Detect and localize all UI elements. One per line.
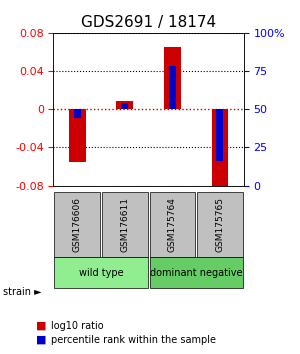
Text: ■: ■ (36, 335, 46, 345)
Text: log10 ratio: log10 ratio (51, 321, 104, 331)
Bar (69, 109, 85, 162)
Bar (216, 109, 224, 161)
Text: GSM175764: GSM175764 (168, 197, 177, 252)
Text: GSM176611: GSM176611 (120, 197, 129, 252)
Text: ■: ■ (36, 321, 46, 331)
Bar (121, 103, 128, 109)
Text: GSM176606: GSM176606 (73, 197, 82, 252)
Bar (74, 109, 81, 118)
Bar (164, 47, 181, 109)
Bar (212, 109, 228, 190)
Text: percentile rank within the sample: percentile rank within the sample (51, 335, 216, 345)
Text: dominant negative: dominant negative (150, 268, 242, 278)
FancyBboxPatch shape (54, 192, 100, 257)
FancyBboxPatch shape (102, 192, 148, 257)
Text: wild type: wild type (79, 268, 123, 278)
Text: GSM175765: GSM175765 (215, 197, 224, 252)
FancyBboxPatch shape (197, 192, 243, 257)
Title: GDS2691 / 18174: GDS2691 / 18174 (81, 15, 216, 30)
Text: strain ►: strain ► (3, 287, 42, 297)
Bar (169, 66, 176, 109)
Bar (116, 101, 133, 109)
FancyBboxPatch shape (149, 192, 195, 257)
FancyBboxPatch shape (149, 257, 243, 288)
FancyBboxPatch shape (54, 257, 148, 288)
